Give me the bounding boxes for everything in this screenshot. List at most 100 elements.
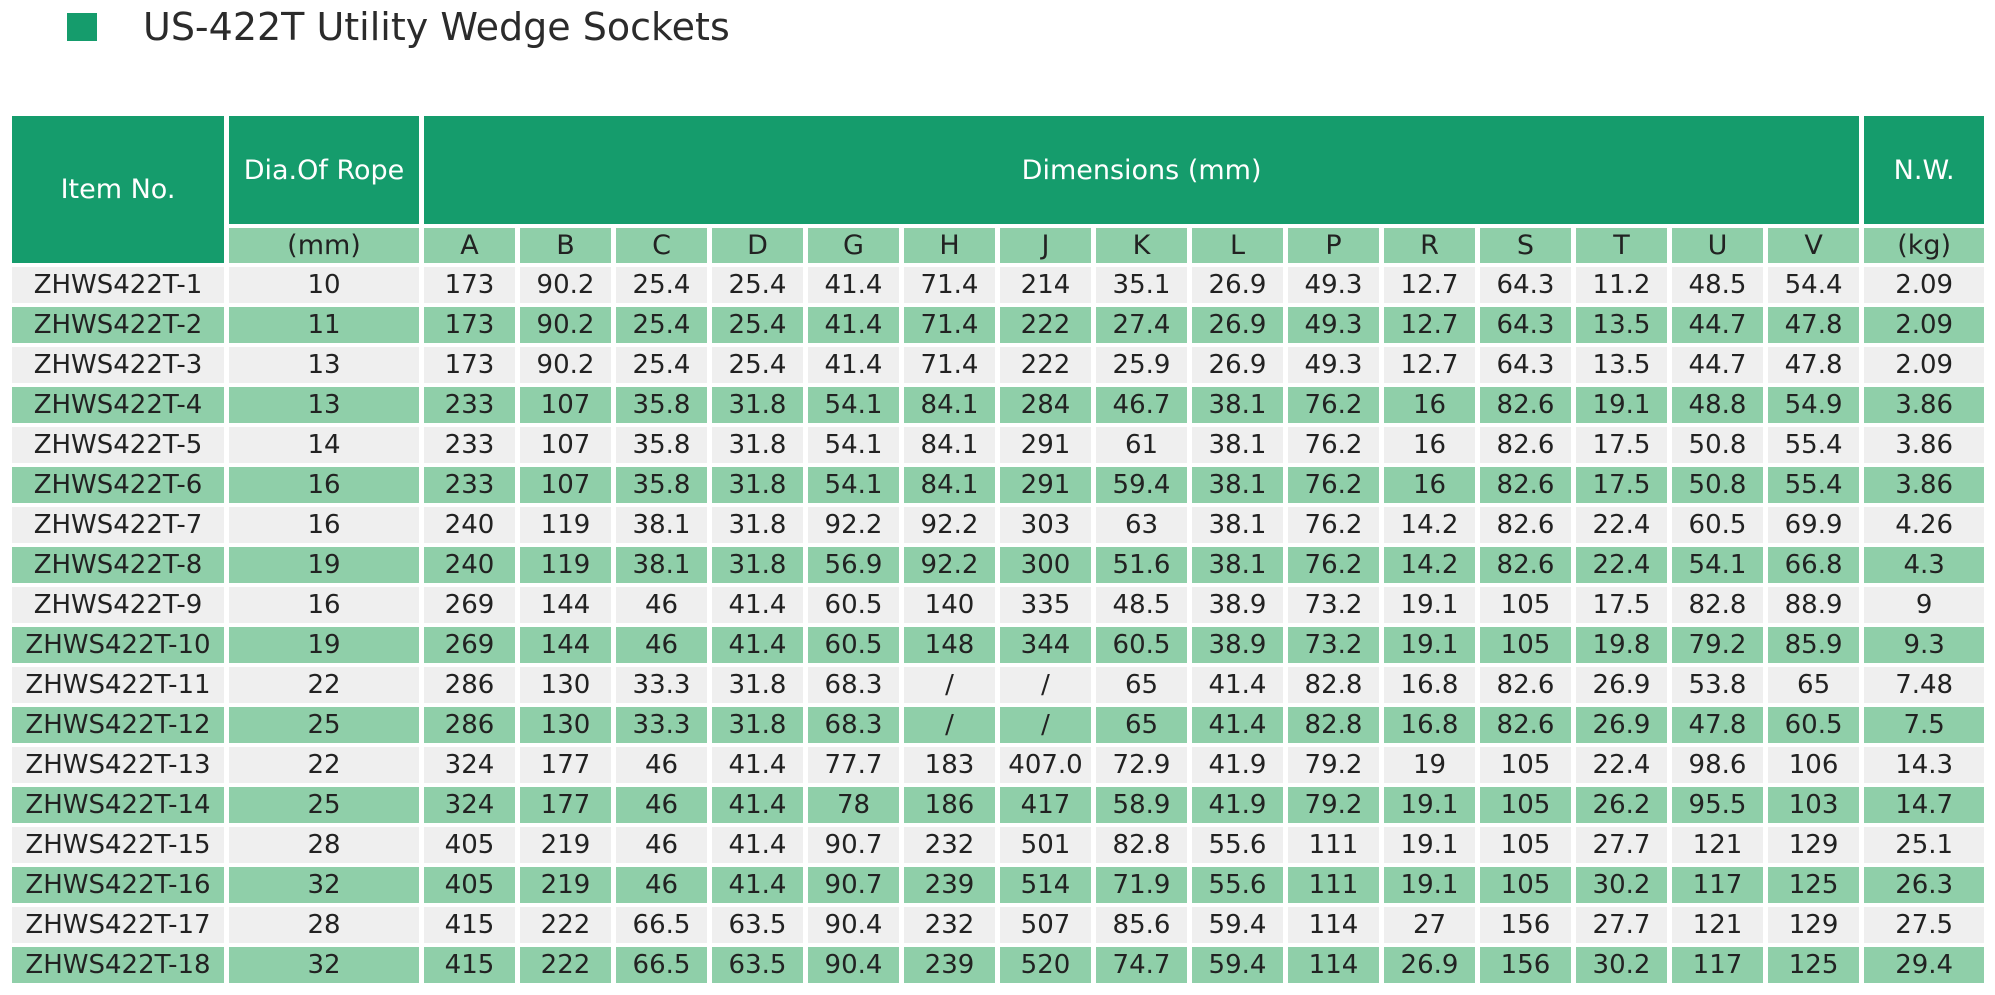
cell-dim-j: 514 (1000, 867, 1091, 903)
header-dim-b: B (520, 228, 611, 263)
cell-dim-p: 76.2 (1288, 427, 1379, 463)
cell-dim-k: 65 (1096, 707, 1187, 743)
cell-dim-l: 26.9 (1192, 267, 1283, 303)
spec-table: Item No. Dia.Of Rope Dimensions (mm) N.W… (7, 112, 1989, 987)
cell-dim-u: 54.1 (1672, 547, 1763, 583)
cell-dim-k: 35.1 (1096, 267, 1187, 303)
cell-dim-u: 121 (1672, 907, 1763, 943)
cell-item-no: ZHWS422T-3 (12, 347, 224, 383)
header-dim-h: H (904, 228, 995, 263)
cell-dim-h: 84.1 (904, 467, 995, 503)
cell-dim-c: 46 (616, 587, 707, 623)
cell-nw: 9.3 (1864, 627, 1985, 663)
cell-dim-t: 27.7 (1576, 907, 1667, 943)
cell-dim-v: 125 (1768, 947, 1860, 983)
header-dim-u: U (1672, 228, 1763, 263)
cell-dim-k: 59.4 (1096, 467, 1187, 503)
cell-dim-s: 105 (1480, 627, 1571, 663)
cell-dim-r: 16 (1384, 467, 1475, 503)
cell-dim-r: 12.7 (1384, 307, 1475, 343)
cell-dim-l: 55.6 (1192, 827, 1283, 863)
cell-dim-v: 103 (1768, 787, 1860, 823)
cell-item-no: ZHWS422T-18 (12, 947, 224, 983)
cell-dim-b: 222 (520, 907, 611, 943)
cell-dim-v: 47.8 (1768, 307, 1860, 343)
cell-dim-u: 48.5 (1672, 267, 1763, 303)
header-dim-v: V (1768, 228, 1860, 263)
cell-dim-k: 27.4 (1096, 307, 1187, 343)
cell-dim-t: 19.8 (1576, 627, 1667, 663)
green-square-icon (67, 13, 97, 41)
cell-dim-r: 19.1 (1384, 787, 1475, 823)
cell-dim-p: 76.2 (1288, 507, 1379, 543)
cell-dim-d: 41.4 (712, 627, 803, 663)
cell-dim-t: 11.2 (1576, 267, 1667, 303)
cell-dim-h: 183 (904, 747, 995, 783)
cell-dim-b: 119 (520, 507, 611, 543)
cell-dim-j: 335 (1000, 587, 1091, 623)
header-dim-p: P (1288, 228, 1379, 263)
cell-dim-v: 65 (1768, 667, 1860, 703)
cell-dim-h: 84.1 (904, 387, 995, 423)
cell-dim-r: 14.2 (1384, 507, 1475, 543)
cell-nw: 2.09 (1864, 267, 1985, 303)
cell-dim-k: 58.9 (1096, 787, 1187, 823)
cell-nw: 3.86 (1864, 467, 1985, 503)
header-dim-j: J (1000, 228, 1091, 263)
cell-dim-b: 222 (520, 947, 611, 983)
cell-item-no: ZHWS422T-8 (12, 547, 224, 583)
cell-dim-h: 92.2 (904, 507, 995, 543)
table-row: ZHWS422T-1 10 173 90.2 25.4 25.4 41.4 71.4 214 35… (12, 267, 1985, 303)
header-dim-r: R (1384, 228, 1475, 263)
cell-item-no: ZHWS422T-10 (12, 627, 224, 663)
cell-dim-v: 55.4 (1768, 427, 1860, 463)
table-row: ZHWS422T-10 19 269 144 46 41.4 60.5 148 344 60.5 3… (12, 627, 1985, 663)
table-row: ZHWS422T-13 22 324 177 46 41.4 77.7 183 407.0 72.… (12, 747, 1985, 783)
cell-dia: 25 (229, 787, 419, 823)
cell-dim-c: 35.8 (616, 467, 707, 503)
cell-dim-a: 173 (424, 307, 515, 343)
cell-dim-u: 95.5 (1672, 787, 1763, 823)
header-nw: N.W. (1864, 116, 1985, 224)
cell-dim-a: 405 (424, 827, 515, 863)
cell-dim-a: 240 (424, 507, 515, 543)
cell-dia: 22 (229, 747, 419, 783)
cell-dim-p: 79.2 (1288, 747, 1379, 783)
table-row: ZHWS422T-11 22 286 130 33.3 31.8 68.3//65 41.4 8… (12, 667, 1985, 703)
header-dim-l: L (1192, 228, 1283, 263)
header-dim-k: K (1096, 228, 1187, 263)
header-nw-unit: (kg) (1864, 228, 1985, 263)
cell-dia: 13 (229, 347, 419, 383)
cell-dim-l: 41.9 (1192, 787, 1283, 823)
cell-dim-a: 269 (424, 587, 515, 623)
cell-dim-k: 72.9 (1096, 747, 1187, 783)
cell-dim-d: 41.4 (712, 827, 803, 863)
cell-dim-s: 82.6 (1480, 427, 1571, 463)
cell-dia: 10 (229, 267, 419, 303)
cell-dim-r: 16 (1384, 427, 1475, 463)
subheader-row: (mm) A B C D G H J K L P R S T U V (kg) (12, 228, 1985, 263)
cell-dim-p: 76.2 (1288, 387, 1379, 423)
cell-dia: 13 (229, 387, 419, 423)
cell-nw: 29.4 (1864, 947, 1985, 983)
table-row: ZHWS422T-12 25 286 130 33.3 31.8 68.3//65 41.4 8… (12, 707, 1985, 743)
table-row: ZHWS422T-16 32 405 219 46 41.4 90.7 239 514 71.9 5… (12, 867, 1985, 903)
cell-dim-c: 33.3 (616, 667, 707, 703)
cell-dim-h: 92.2 (904, 547, 995, 583)
cell-dim-t: 26.2 (1576, 787, 1667, 823)
cell-dim-a: 233 (424, 387, 515, 423)
cell-item-no: ZHWS422T-13 (12, 747, 224, 783)
cell-dim-h: 148 (904, 627, 995, 663)
cell-dim-r: 16 (1384, 387, 1475, 423)
cell-dim-v: 54.9 (1768, 387, 1860, 423)
cell-item-no: ZHWS422T-7 (12, 507, 224, 543)
cell-dim-d: 25.4 (712, 267, 803, 303)
cell-dim-h: / (904, 667, 995, 703)
cell-dim-p: 49.3 (1288, 267, 1379, 303)
cell-dim-t: 22.4 (1576, 747, 1667, 783)
cell-dim-l: 38.1 (1192, 427, 1283, 463)
cell-dim-h: 232 (904, 827, 995, 863)
cell-dim-k: 82.8 (1096, 827, 1187, 863)
cell-dim-l: 41.9 (1192, 747, 1283, 783)
cell-dim-a: 233 (424, 467, 515, 503)
